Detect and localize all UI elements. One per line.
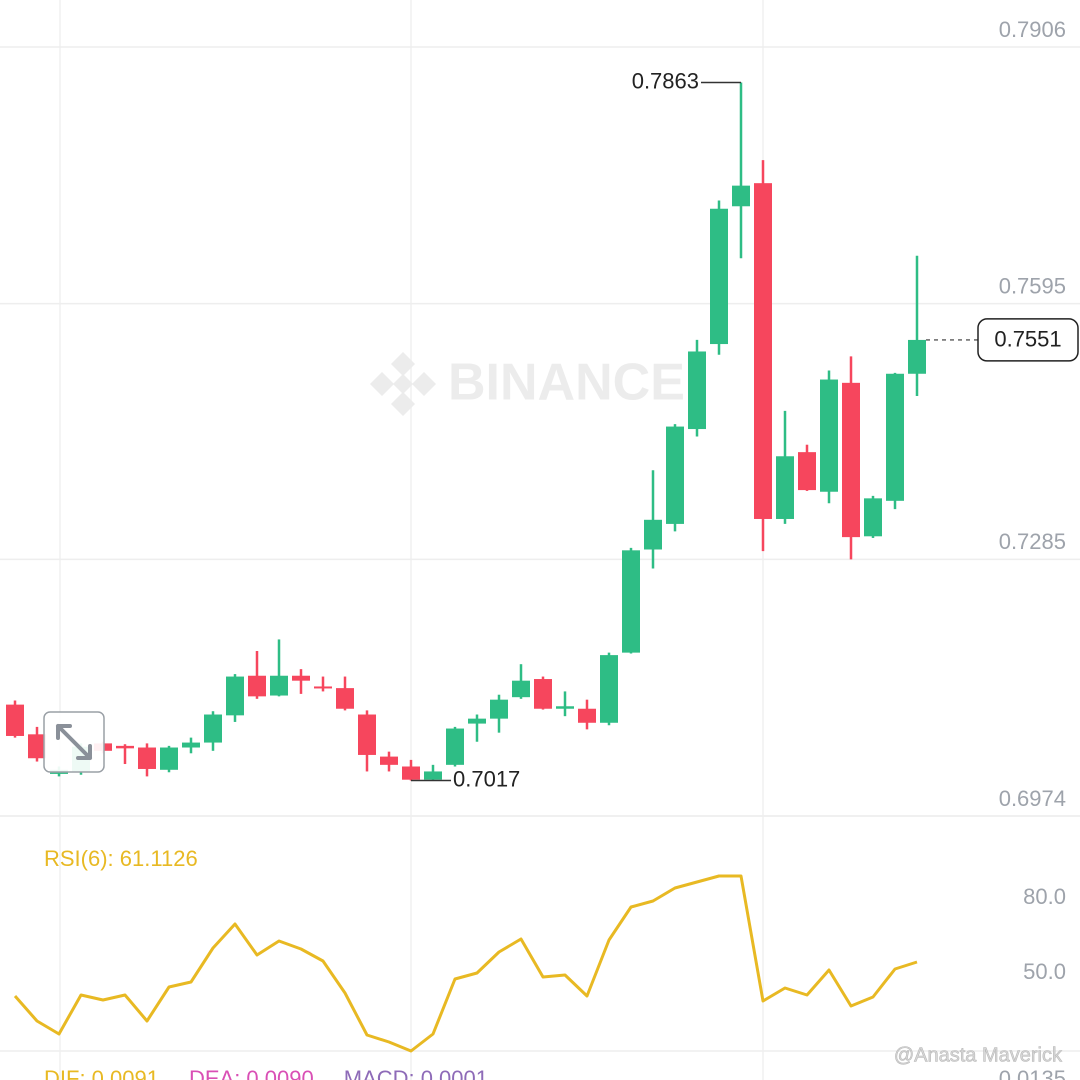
candle-body (270, 675, 288, 696)
candle-body (754, 183, 772, 519)
candle-body (424, 771, 442, 780)
candle-body (864, 498, 882, 537)
candle-body (248, 675, 266, 697)
rsi-tick-label: 50.0 (1023, 959, 1066, 984)
candle-body (336, 688, 354, 709)
candle-body (490, 699, 508, 719)
last-price-box (977, 318, 1079, 362)
candle-body (138, 747, 156, 769)
candle-body (732, 185, 750, 207)
macd-legend: DEA: 0.0090 (189, 1066, 314, 1080)
rsi-line (13, 874, 918, 1053)
candle-body (160, 747, 178, 770)
candle-body (534, 679, 552, 709)
candle-body (468, 718, 486, 724)
candle-body (204, 714, 222, 743)
high-marker-label: 0.7863 (632, 68, 699, 93)
candle-body (6, 704, 24, 736)
credit: @Anasta Maverick (894, 1044, 1063, 1066)
candle-body (116, 745, 134, 749)
candle-body (710, 208, 728, 345)
candle-body (776, 456, 794, 519)
candle-body (644, 519, 662, 550)
candle-body (666, 426, 684, 524)
candle-body (578, 708, 596, 723)
candle-body (358, 714, 376, 755)
candle-body (292, 675, 310, 681)
watermark: BINANCE (448, 354, 685, 412)
macd-legend: DIF: 0.0091 (44, 1066, 159, 1080)
candle-body (886, 373, 904, 501)
low-marker-label: 0.7017 (453, 766, 520, 791)
indicator-title: RSI(6): 61.1126 (44, 846, 198, 871)
candle-body (380, 756, 398, 765)
candle-body (600, 655, 618, 723)
y-tick-label: 0.7906 (999, 17, 1066, 42)
candle-body (798, 452, 816, 491)
candle-body (842, 382, 860, 538)
candle-body (512, 680, 530, 698)
last-price-label: 0.7551 (994, 327, 1061, 352)
candle-body (688, 351, 706, 430)
candle-body (314, 686, 332, 689)
candle-body (226, 676, 244, 716)
watermark-logo (370, 352, 436, 416)
candle-body (446, 728, 464, 765)
fullscreen-button[interactable] (43, 711, 105, 773)
candle-body (402, 766, 420, 780)
candle-body (556, 706, 574, 709)
candle-body (622, 550, 640, 653)
y-tick-label: 0.7285 (999, 529, 1066, 554)
macd-legend: MACD: 0.0001 (344, 1066, 488, 1080)
candle-body (820, 379, 838, 492)
y-tick-label: 0.6974 (999, 786, 1066, 811)
candle-body (28, 734, 46, 759)
y-tick-label: 0.7595 (999, 273, 1066, 298)
candle-body (908, 339, 926, 374)
macd-tick-label: 0.0135 (999, 1066, 1066, 1080)
rsi-tick-label: 80.0 (1023, 884, 1066, 909)
candle-body (182, 742, 200, 748)
